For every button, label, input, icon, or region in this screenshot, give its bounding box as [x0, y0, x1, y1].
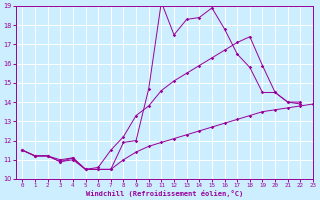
X-axis label: Windchill (Refroidissement éolien,°C): Windchill (Refroidissement éolien,°C) — [86, 190, 243, 197]
